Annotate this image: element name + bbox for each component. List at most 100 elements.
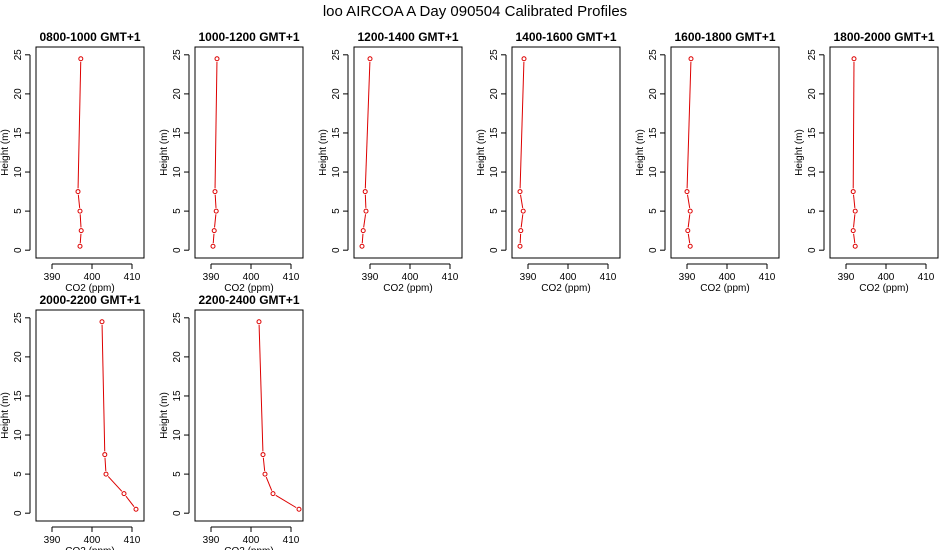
series-segment-2-2 xyxy=(215,195,216,208)
series-segment-4-1 xyxy=(521,214,523,227)
data-point-1-4 xyxy=(79,57,83,61)
y-tick-label-2-0: 0 xyxy=(172,247,183,253)
x-tick-label-8-1: 400 xyxy=(243,535,260,546)
x-axis-label-5: CO2 (ppm) xyxy=(700,283,749,294)
y-tick-label-6-4: 20 xyxy=(807,88,818,100)
plot-frame-3 xyxy=(354,47,462,258)
x-tick-label-5-0: 390 xyxy=(679,272,696,283)
plot-frame-1 xyxy=(36,47,144,258)
y-tick-label-1-3: 15 xyxy=(13,127,24,139)
panel-title-6: 1800-2000 GMT+1 xyxy=(833,30,934,44)
panel-title-7: 2000-2200 GMT+1 xyxy=(39,293,140,307)
data-point-7-1 xyxy=(122,492,126,496)
data-point-2-3 xyxy=(213,190,217,194)
x-tick-label-4-2: 410 xyxy=(600,272,617,283)
data-point-4-4 xyxy=(522,57,526,61)
data-point-3-2 xyxy=(364,209,368,213)
series-segment-4-3 xyxy=(520,62,524,188)
data-point-8-0 xyxy=(297,507,301,511)
series-segment-1-1 xyxy=(80,214,81,227)
y-axis-label-8: Height (m) xyxy=(159,392,170,439)
y-tick-label-4-2: 10 xyxy=(489,166,500,178)
series-segment-7-1 xyxy=(108,476,122,491)
y-tick-label-1-2: 10 xyxy=(13,166,24,178)
y-axis-label-5: Height (m) xyxy=(635,129,646,176)
series-segment-8-1 xyxy=(266,477,272,491)
y-tick-label-5-5: 25 xyxy=(648,49,659,61)
y-tick-label-5-4: 20 xyxy=(648,88,659,100)
series-segment-6-1 xyxy=(854,214,855,227)
data-point-8-2 xyxy=(263,472,267,476)
series-segment-3-1 xyxy=(364,214,366,227)
series-segment-2-1 xyxy=(215,214,216,227)
y-tick-label-5-1: 5 xyxy=(648,208,659,214)
panel-title-1: 0800-1000 GMT+1 xyxy=(39,30,140,44)
y-tick-label-8-5: 25 xyxy=(172,312,183,324)
plot-frame-4 xyxy=(512,47,620,258)
panel-title-2: 1000-1200 GMT+1 xyxy=(198,30,299,44)
x-tick-label-2-0: 390 xyxy=(203,272,220,283)
series-segment-5-3 xyxy=(687,62,691,188)
x-tick-label-3-2: 410 xyxy=(442,272,459,283)
data-point-7-3 xyxy=(103,453,107,457)
data-point-1-0 xyxy=(78,244,82,248)
y-tick-label-8-2: 10 xyxy=(172,429,183,441)
y-tick-label-7-2: 10 xyxy=(13,429,24,441)
y-tick-label-4-5: 25 xyxy=(489,49,500,61)
y-tick-label-8-0: 0 xyxy=(172,510,183,516)
panel-title-3: 1200-1400 GMT+1 xyxy=(357,30,458,44)
y-tick-label-3-4: 20 xyxy=(331,88,342,100)
data-point-2-4 xyxy=(215,57,219,61)
x-axis-label-3: CO2 (ppm) xyxy=(383,283,432,294)
y-tick-label-6-1: 5 xyxy=(807,208,818,214)
x-tick-label-5-1: 400 xyxy=(719,272,736,283)
y-tick-label-2-3: 15 xyxy=(172,127,183,139)
y-tick-label-8-1: 5 xyxy=(172,471,183,477)
x-tick-label-6-2: 410 xyxy=(918,272,935,283)
x-tick-label-1-2: 410 xyxy=(124,272,141,283)
figure-title: loo AIRCOA A Day 090504 Calibrated Profi… xyxy=(323,3,627,20)
series-segment-1-3 xyxy=(78,62,81,188)
series-segment-4-2 xyxy=(521,195,523,208)
data-point-5-2 xyxy=(688,209,692,213)
panel-title-5: 1600-1800 GMT+1 xyxy=(674,30,775,44)
series-segment-7-3 xyxy=(102,325,105,451)
data-point-5-1 xyxy=(686,229,690,233)
x-tick-label-7-2: 410 xyxy=(124,535,141,546)
data-point-1-1 xyxy=(79,229,83,233)
x-tick-label-2-2: 410 xyxy=(283,272,300,283)
y-tick-label-2-5: 25 xyxy=(172,49,183,61)
y-tick-label-7-4: 20 xyxy=(13,351,24,363)
x-tick-label-5-2: 410 xyxy=(759,272,776,283)
y-tick-label-5-3: 15 xyxy=(648,127,659,139)
x-tick-label-8-2: 410 xyxy=(283,535,300,546)
data-point-2-0 xyxy=(211,244,215,248)
series-segment-7-2 xyxy=(105,458,106,471)
y-tick-label-2-1: 5 xyxy=(172,208,183,214)
data-point-4-0 xyxy=(518,244,522,248)
data-point-4-1 xyxy=(519,229,523,233)
data-point-2-2 xyxy=(214,209,218,213)
plot-frame-6 xyxy=(830,47,938,258)
data-point-7-2 xyxy=(104,472,108,476)
y-tick-label-5-0: 0 xyxy=(648,247,659,253)
y-axis-label-1: Height (m) xyxy=(0,129,11,176)
y-tick-label-2-2: 10 xyxy=(172,166,183,178)
plot-frame-2 xyxy=(195,47,303,258)
plot-frame-5 xyxy=(671,47,779,258)
y-tick-label-3-1: 5 xyxy=(331,208,342,214)
y-tick-label-6-2: 10 xyxy=(807,166,818,178)
data-point-4-2 xyxy=(521,209,525,213)
series-segment-8-3 xyxy=(259,325,263,451)
data-point-6-1 xyxy=(851,229,855,233)
x-axis-label-4: CO2 (ppm) xyxy=(541,283,590,294)
x-tick-label-6-0: 390 xyxy=(838,272,855,283)
x-tick-label-4-0: 390 xyxy=(520,272,537,283)
data-point-5-0 xyxy=(688,244,692,248)
y-tick-label-6-3: 15 xyxy=(807,127,818,139)
y-tick-label-4-1: 5 xyxy=(489,208,500,214)
data-point-4-3 xyxy=(518,190,522,194)
plot-frame-8 xyxy=(195,310,303,521)
